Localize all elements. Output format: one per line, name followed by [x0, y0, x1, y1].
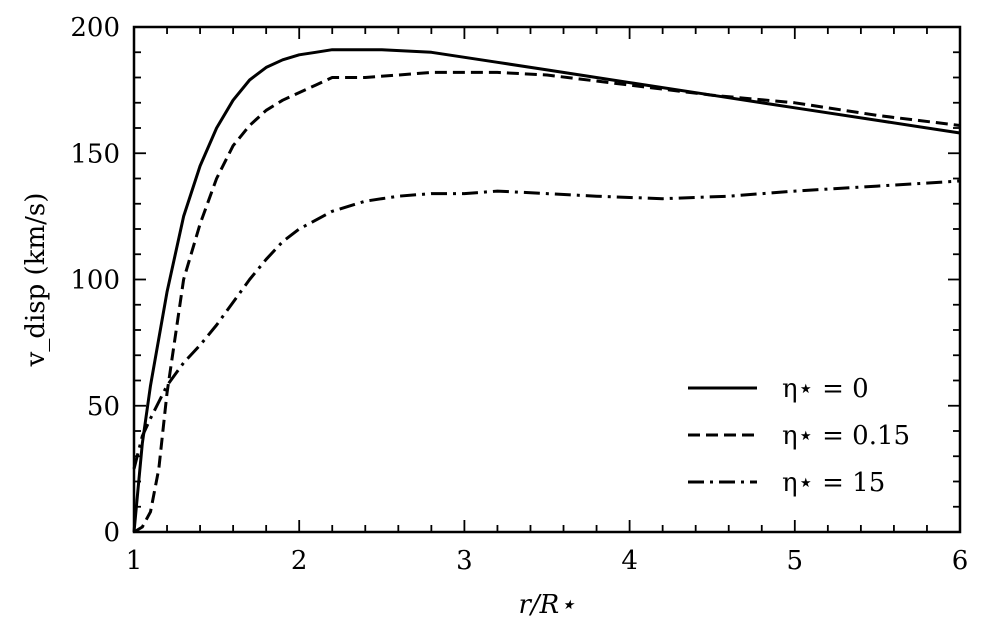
x-tick-label: 6 [952, 546, 969, 576]
axis-ticks [133, 26, 961, 533]
tick-labels: 1 2 3 4 5 6 0 50 100 150 200 [70, 13, 968, 576]
plot-frame [132, 25, 962, 534]
series-line-2 [132, 179, 961, 470]
y-tick-label: 100 [70, 266, 120, 296]
y-tick-label: 0 [103, 518, 120, 548]
legend-label-eta-0-15: η⋆ = 0.15 [782, 421, 910, 451]
y-axis-label: v_disp (km/s) [21, 193, 51, 368]
legend: η⋆ = 0 η⋆ = 0.15 η⋆ = 15 [688, 374, 910, 498]
x-tick-label: 5 [787, 546, 804, 576]
y-tick-label: 200 [70, 13, 120, 43]
series-lines [132, 48, 961, 534]
series-line-0 [132, 48, 961, 533]
legend-label-eta-0: η⋆ = 0 [782, 374, 869, 404]
x-tick-label: 2 [291, 546, 308, 576]
x-axis-label: r/R⋆ [518, 590, 575, 620]
x-tick-label: 1 [126, 546, 143, 576]
x-tick-label: 3 [456, 546, 473, 576]
series-line-1 [133, 70, 961, 534]
y-tick-label: 150 [70, 139, 120, 169]
x-tick-label: 4 [621, 546, 638, 576]
legend-label-eta-15: η⋆ = 15 [782, 468, 885, 498]
y-tick-label: 50 [87, 392, 120, 422]
